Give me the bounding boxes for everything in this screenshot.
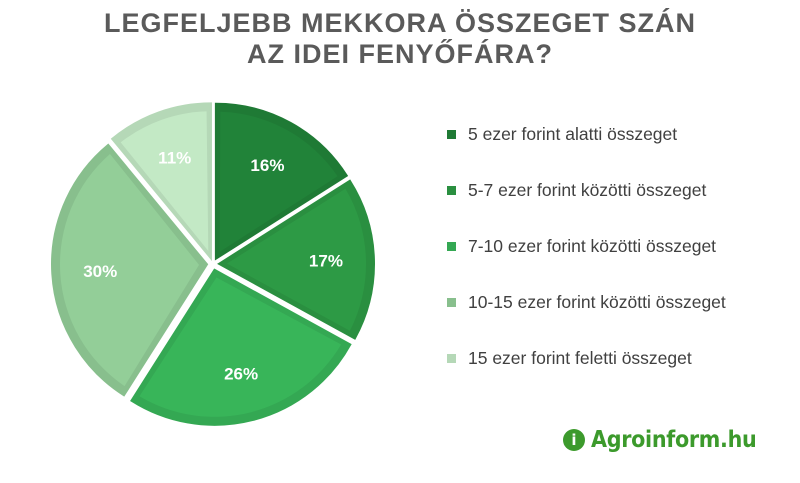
pie-slice-inner (120, 111, 209, 251)
legend-swatch (447, 298, 456, 307)
legend-item: 15 ezer forint feletti összeget (447, 348, 726, 404)
legend-swatch (447, 130, 456, 139)
chart-title: LEGFELJEBB MEKKORA ÖSSZEGET SZÁN AZ IDEI… (0, 8, 800, 70)
legend-label: 7-10 ezer forint közötti összeget (468, 236, 717, 256)
pie-slice-group: 17% (217, 179, 375, 340)
pie-slice-label: 11% (158, 149, 191, 168)
legend-swatch (447, 354, 456, 363)
pie-slice-label: 30% (83, 262, 117, 281)
pie-slice-inner (60, 153, 200, 387)
legend-label: 5 ezer forint alatti összeget (468, 124, 678, 144)
pie-slice-label: 26% (224, 364, 258, 383)
pie-slice-inner (226, 188, 366, 331)
legend-item: 10-15 ezer forint közötti összeget (447, 292, 726, 348)
legend-swatch (447, 186, 456, 195)
chart-legend: 5 ezer forint alatti összeget 5-7 ezer f… (447, 124, 726, 404)
pie-slice-group: 16% (214, 102, 349, 261)
pie-slice-group: 30% (51, 143, 209, 397)
pie-slice-group: 11% (110, 102, 212, 262)
pie-slice-label: 17% (309, 251, 343, 270)
pie-slice-group: 26% (130, 268, 352, 426)
brand-name: Agroinform.hu (591, 427, 757, 453)
legend-item: 5 ezer forint alatti összeget (447, 124, 726, 180)
info-icon: i (563, 429, 585, 451)
legend-item: 7-10 ezer forint közötti összeget (447, 236, 726, 292)
chart-title-line-2: AZ IDEI FENYŐFÁRA? (247, 39, 553, 69)
legend-swatch (447, 242, 456, 251)
legend-item: 5-7 ezer forint közötti összeget (447, 180, 726, 236)
legend-label: 15 ezer forint feletti összeget (468, 348, 692, 368)
brand-logo: i Agroinform.hu (563, 427, 757, 453)
legend-label: 5-7 ezer forint közötti összeget (468, 180, 707, 200)
pie-slice-label: 16% (250, 156, 284, 175)
pie-slice-inner (219, 111, 338, 252)
chart-title-line-1: LEGFELJEBB MEKKORA ÖSSZEGET SZÁN (103, 8, 697, 38)
pie-slice-inner (139, 277, 342, 417)
legend-label: 10-15 ezer forint közötti összeget (468, 292, 726, 312)
